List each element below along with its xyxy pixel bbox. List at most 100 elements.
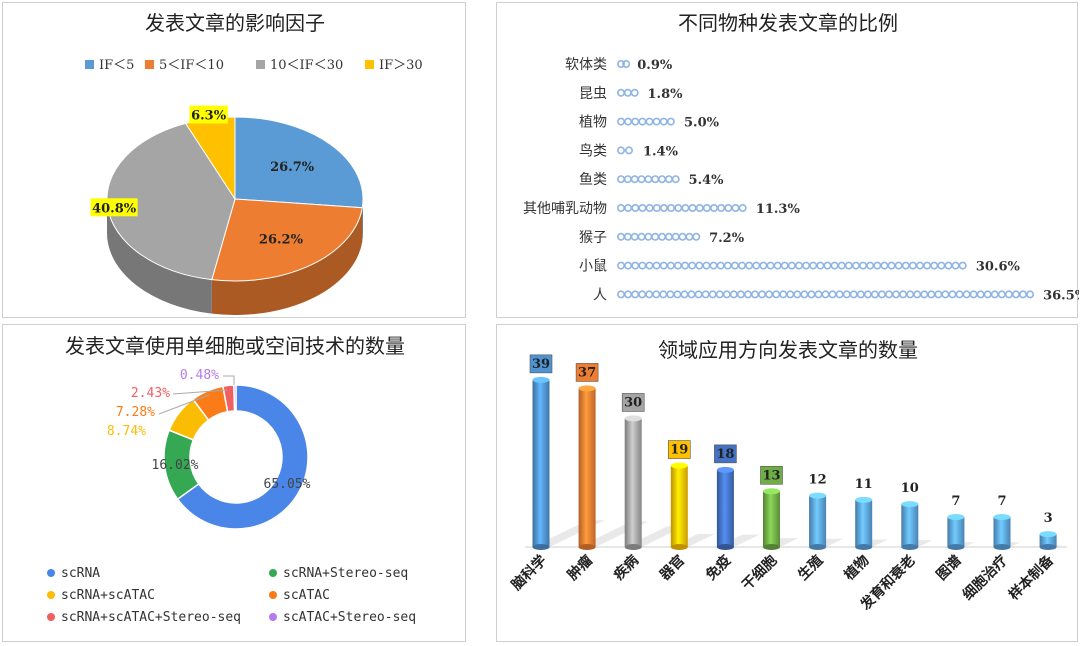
data-label: 1.4% bbox=[643, 144, 679, 159]
axis-tick-label: 猴子 bbox=[579, 230, 607, 246]
pie-slice bbox=[211, 198, 363, 282]
data-label: 65.05% bbox=[264, 477, 311, 492]
pie-slice-side bbox=[107, 199, 212, 314]
axis-tick-label: 免疫 bbox=[702, 552, 734, 584]
data-label: 8.74% bbox=[107, 424, 146, 439]
bar bbox=[617, 117, 675, 126]
axis-tick-label: 昆虫 bbox=[579, 86, 607, 102]
data-label: 5.4% bbox=[689, 173, 725, 188]
legend-swatch bbox=[269, 613, 277, 621]
axis-tick-label: 植物 bbox=[840, 552, 873, 585]
legend-label: 5＜IF＜10 bbox=[159, 58, 224, 73]
axis-tick-label: 器官 bbox=[656, 552, 689, 585]
data-label: 7 bbox=[951, 494, 960, 509]
axis-tick-label: 疾病 bbox=[610, 552, 642, 584]
data-label: 36.5% bbox=[1043, 288, 1079, 303]
axis-tick-label: 样本制备 bbox=[1005, 551, 1057, 603]
data-label-bg bbox=[90, 198, 138, 217]
data-label: 12 bbox=[809, 473, 827, 488]
species-chart: 不同物种发表文章的比例 软体类 0.9% 昆虫 1.8% 植物 5.0% 鸟类 1.4% 鱼类 5… bbox=[523, 11, 1079, 303]
axis-tick-label: 鸟类 bbox=[579, 143, 607, 159]
legend-swatch bbox=[256, 60, 265, 69]
data-label: 11.3% bbox=[756, 202, 801, 217]
data-label: 19 bbox=[670, 443, 688, 458]
bar bbox=[617, 290, 1035, 299]
axis-tick-label: 其他哺乳动物 bbox=[523, 201, 607, 217]
bar bbox=[532, 376, 550, 550]
data-label: 13 bbox=[762, 468, 780, 483]
data-label: 2.43% bbox=[131, 386, 170, 401]
bar bbox=[901, 501, 919, 550]
leader-line bbox=[172, 389, 228, 395]
legend-swatch bbox=[269, 591, 277, 599]
impact-factor-panel: 发表文章的影响因子 IF＜5 5＜IF＜10 10＜IF＜30 IF＞30 26.7%… bbox=[2, 2, 466, 318]
data-label: 40.8% bbox=[92, 201, 137, 216]
data-label: 30.6% bbox=[976, 260, 1021, 275]
axis-tick-label: 生殖 bbox=[795, 552, 827, 584]
leader-line bbox=[158, 394, 210, 415]
legend-swatch bbox=[269, 569, 277, 577]
bar bbox=[670, 462, 688, 550]
data-label: 7.28% bbox=[116, 405, 155, 420]
impact-factor-chart: 发表文章的影响因子 IF＜5 5＜IF＜10 10＜IF＜30 IF＞30 26.7%… bbox=[85, 11, 423, 315]
axis-tick-label: 脑科学 bbox=[508, 552, 550, 594]
legend-label: 10＜IF＜30 bbox=[270, 58, 343, 73]
field-chart: 领域应用方向发表文章的数量 39脑科学37肿瘤30疾病19器官18免疫13干细胞… bbox=[508, 338, 1067, 614]
data-label: 1.8% bbox=[648, 87, 684, 102]
bar bbox=[809, 492, 827, 550]
chart-title: 领域应用方向发表文章的数量 bbox=[658, 338, 918, 362]
axis-tick-label: 干细胞 bbox=[739, 552, 781, 594]
bar bbox=[716, 466, 734, 550]
axis-tick-label: 图谱 bbox=[933, 552, 965, 584]
bar bbox=[993, 514, 1011, 550]
technology-chart: 发表文章使用单细胞或空间技术的数量 65.05% 16.02% 8.74% 7.28%… bbox=[47, 334, 416, 625]
data-label-bg bbox=[621, 393, 645, 412]
legend-label: scRNA+Stereo-seq bbox=[283, 566, 408, 581]
species-panel: 不同物种发表文章的比例 软体类 0.9% 昆虫 1.8% 植物 5.0% 鸟类 1.4% 鱼类 5… bbox=[496, 2, 1079, 318]
data-label-bg bbox=[529, 354, 553, 374]
leader-line bbox=[223, 375, 235, 385]
data-label: 26.2% bbox=[259, 232, 304, 247]
legend-swatch bbox=[47, 569, 55, 577]
data-label-bg bbox=[575, 363, 599, 382]
data-label: 30 bbox=[624, 395, 642, 410]
bar bbox=[1039, 531, 1057, 550]
axis-tick-label: 小鼠 bbox=[579, 259, 607, 275]
bar bbox=[947, 514, 965, 550]
data-label: 6.3% bbox=[191, 109, 227, 124]
bar bbox=[617, 146, 633, 155]
axis-tick-label: 软体类 bbox=[565, 57, 607, 73]
data-label: 10 bbox=[901, 481, 919, 496]
data-label-bg bbox=[760, 465, 783, 485]
data-label: 18 bbox=[716, 447, 734, 462]
data-label: 11 bbox=[855, 477, 873, 492]
data-label: 7 bbox=[997, 494, 1006, 509]
bar bbox=[763, 488, 780, 550]
pie-slice-side bbox=[362, 199, 363, 242]
data-label: 3 bbox=[1044, 511, 1053, 526]
pie-slice bbox=[234, 116, 364, 209]
bar bbox=[617, 232, 701, 241]
chart-title: 不同物种发表文章的比例 bbox=[678, 11, 898, 35]
data-label: 0.48% bbox=[180, 368, 219, 383]
legend-swatch bbox=[47, 613, 55, 621]
axis-tick-label: 人 bbox=[593, 287, 607, 303]
bar bbox=[617, 204, 747, 213]
bar bbox=[617, 175, 680, 184]
legend-swatch bbox=[365, 60, 374, 69]
legend-label: IF＞30 bbox=[379, 58, 423, 73]
donut-slice bbox=[233, 384, 237, 412]
axis-tick-label: 细胞治疗 bbox=[959, 552, 1011, 604]
data-label-bg bbox=[714, 444, 737, 464]
data-label: 16.02% bbox=[152, 458, 199, 473]
data-label: 39 bbox=[532, 357, 550, 372]
legend-label: scRNA+scATAC+Stereo-seq bbox=[61, 610, 241, 625]
legend-swatch bbox=[85, 60, 94, 69]
bar bbox=[617, 59, 631, 68]
bar bbox=[617, 261, 967, 270]
data-label: 5.0% bbox=[684, 116, 720, 131]
technology-panel: 发表文章使用单细胞或空间技术的数量 65.05% 16.02% 8.74% 7.28%… bbox=[2, 324, 466, 642]
bar bbox=[617, 88, 639, 97]
axis-tick-label: 鱼类 bbox=[579, 171, 607, 188]
legend-label: scATAC+Stereo-seq bbox=[283, 610, 416, 625]
